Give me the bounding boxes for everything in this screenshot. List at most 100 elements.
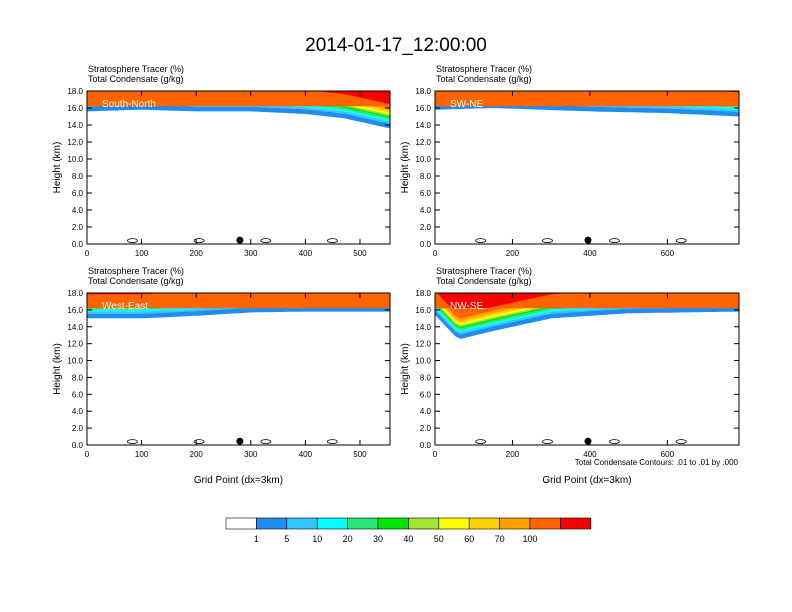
y-tick-label: 6.0 — [420, 390, 432, 399]
y-tick-label: 14.0 — [67, 121, 83, 130]
colorbar-label: 30 — [373, 534, 383, 544]
location-marker — [236, 437, 244, 445]
tracer-field — [435, 91, 739, 117]
axes-frame — [86, 90, 391, 245]
panel-subtitle-2: Total Condensate (g/kg) — [88, 276, 184, 286]
x-tick-label: 300 — [244, 249, 258, 258]
x-tick-label: 0 — [85, 450, 90, 459]
y-tick-label: 0.0 — [72, 240, 84, 249]
y-axis-label: Height (km) — [52, 142, 63, 194]
tracer-field — [87, 91, 390, 129]
location-marker — [236, 236, 244, 244]
x-axis-label: Grid Point (dx=3km) — [194, 475, 283, 486]
colorbar-swatch — [438, 517, 470, 530]
colorbar-label: 40 — [403, 534, 413, 544]
colorbar-swatch — [347, 517, 379, 530]
contour-outline — [542, 439, 553, 445]
contour-outline — [675, 238, 687, 244]
x-tick-label: 500 — [353, 249, 367, 258]
contour-outline — [126, 439, 138, 445]
condensate-contours — [126, 439, 338, 445]
y-tick-label: 6.0 — [420, 189, 432, 198]
y-axis-label: Height (km) — [400, 142, 411, 194]
panel-subtitle-2: Total Condensate (g/kg) — [436, 74, 532, 84]
contour-outline — [609, 439, 620, 445]
y-tick-label: 2.0 — [420, 424, 432, 433]
colorbar: 1 5 10 20 30 40 50 60 70 100 — [225, 517, 592, 544]
contour-outline — [260, 439, 272, 445]
x-tick-label: 0 — [433, 249, 438, 258]
x-tick-label: 400 — [583, 249, 597, 258]
y-tick-label: 18.0 — [67, 289, 83, 298]
colorbar-swatch — [286, 517, 318, 530]
x-tick-label: 400 — [583, 450, 597, 459]
tracer-band-3 — [87, 303, 390, 312]
tracer-band-10 — [435, 293, 633, 319]
panel-label: South-North — [102, 99, 156, 110]
x-tick-label: 200 — [190, 450, 204, 459]
y-tick-label: 14.0 — [415, 323, 431, 332]
panel-label: SW-NE — [450, 99, 483, 110]
colorbar-swatch — [225, 517, 257, 530]
y-tick-label: 16.0 — [415, 104, 431, 113]
y-tick-label: 18.0 — [67, 87, 83, 96]
panel-subtitle-1: Stratosphere Tracer (%) — [436, 64, 532, 74]
panel-3: 0.0 2.0 4.0 6.0 8.0 10.0 12.0 14.0 16.0 18.0 0 100 2… — [52, 266, 391, 486]
contour-outline — [609, 238, 620, 244]
contour-outline — [542, 238, 553, 244]
tracer-field — [435, 293, 739, 339]
panel-4: 0.0 2.0 4.0 6.0 8.0 10.0 12.0 14.0 16.0 18.0 0 200 4… — [400, 266, 740, 486]
contour-outline — [193, 439, 205, 445]
tracer-band-1 — [87, 105, 390, 129]
colorbar-label: 10 — [312, 534, 322, 544]
condensate-contours — [126, 238, 338, 244]
x-tick-label: 200 — [190, 249, 204, 258]
contour-outline — [326, 238, 338, 244]
contour-outline — [675, 439, 687, 445]
tracer-band-1 — [435, 103, 739, 117]
colorbar-label: 50 — [434, 534, 444, 544]
plot-background — [435, 91, 739, 244]
x-tick-label: 100 — [135, 450, 149, 459]
panel-subtitle-1: Stratosphere Tracer (%) — [88, 266, 184, 276]
y-tick-label: 10.0 — [67, 155, 83, 164]
condensate-contours — [475, 439, 687, 445]
tracer-band-9 — [435, 293, 739, 322]
tracer-band-top — [435, 293, 739, 315]
y-tick-label: 0.0 — [420, 441, 432, 450]
y-tick-label: 2.0 — [72, 424, 84, 433]
panel-subtitle-2: Total Condensate (g/kg) — [436, 276, 532, 286]
y-tick-label: 12.0 — [67, 340, 83, 349]
x-tick-label: 200 — [506, 249, 520, 258]
y-tick-label: 16.0 — [67, 104, 83, 113]
colorbar-label: 5 — [284, 534, 289, 544]
colorbar-swatch — [256, 517, 288, 530]
y-tick-label: 18.0 — [415, 87, 431, 96]
y-tick-label: 4.0 — [72, 407, 84, 416]
panel-label: NW-SE — [450, 301, 483, 312]
colorbar-swatch — [499, 517, 531, 530]
contour-footnote: Total Condensate Contours: .01 to .01 by… — [575, 458, 739, 467]
axes-frame — [86, 292, 391, 446]
y-tick-label: 12.0 — [415, 138, 431, 147]
tracer-band-1 — [435, 306, 739, 339]
colorbar-swatch — [529, 517, 561, 530]
colorbar-swatch — [408, 517, 440, 530]
tracer-band-1 — [87, 306, 390, 319]
y-tick-label: 14.0 — [415, 121, 431, 130]
y-tick-label: 8.0 — [420, 373, 432, 382]
tracer-band-2 — [87, 102, 390, 124]
y-tick-label: 2.0 — [72, 223, 84, 232]
x-tick-label: 0 — [433, 450, 438, 459]
tracer-band-top — [87, 293, 390, 309]
contour-outline — [193, 238, 205, 244]
axes-frame — [434, 90, 740, 245]
y-tick-label: 4.0 — [72, 206, 84, 215]
plot-background — [87, 293, 390, 445]
y-tick-label: 16.0 — [67, 306, 83, 315]
y-tick-label: 12.0 — [67, 138, 83, 147]
y-tick-label: 8.0 — [420, 172, 432, 181]
panel-label: West-East — [102, 301, 148, 312]
y-tick-label: 8.0 — [72, 373, 84, 382]
y-tick-label: 4.0 — [420, 206, 432, 215]
